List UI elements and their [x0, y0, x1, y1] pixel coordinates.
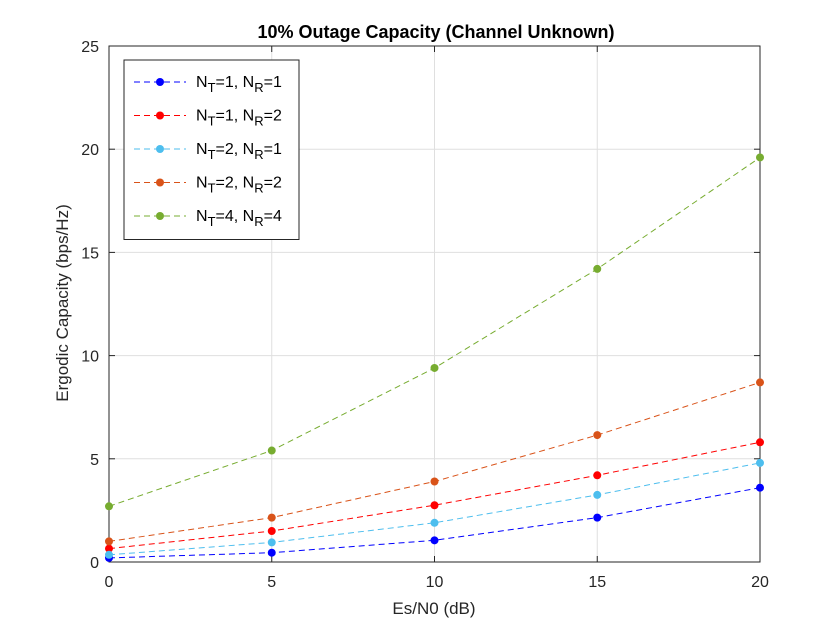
data-point [105, 502, 113, 511]
x-tick-label: 5 [267, 574, 276, 591]
legend-item: NT=4, NR=4 [134, 208, 282, 229]
legend-label-part: R [254, 114, 263, 129]
legend-marker [156, 145, 164, 153]
data-point [430, 477, 439, 486]
x-tick-label: 10 [426, 574, 444, 591]
legend-label-part: R [254, 181, 263, 196]
legend-label-part: N [196, 141, 208, 158]
legend-label-part: =1, N [216, 74, 255, 91]
legend-label-part: =2 [264, 175, 282, 192]
legend-item: NT=1, NR=2 [134, 108, 282, 129]
x-tick-label: 0 [105, 574, 114, 591]
legend-label-part: =4, N [216, 208, 255, 225]
data-point [593, 490, 602, 499]
legend-label-part: =2, N [216, 141, 255, 158]
x-tick-label: 15 [588, 574, 606, 591]
y-tick-label: 10 [81, 349, 99, 366]
legend-label: NT=2, NR=2 [196, 175, 282, 196]
legend-label-part: =2, N [216, 175, 255, 192]
data-point [756, 458, 764, 467]
x-axis-label: Es/N0 (dB) [392, 599, 475, 618]
legend-label-part: T [208, 214, 216, 229]
data-point [756, 483, 764, 492]
series-4 [105, 378, 764, 546]
legend-label-part: N [196, 74, 208, 91]
legend-label-part: R [254, 147, 263, 162]
data-point [105, 544, 113, 553]
legend-label: NT=1, NR=2 [196, 108, 282, 129]
legend-marker [156, 78, 164, 86]
data-point [267, 538, 276, 547]
legend-label-part: R [254, 80, 263, 95]
legend-marker [156, 111, 164, 120]
y-tick-label: 0 [90, 555, 99, 572]
legend-label: NT=1, NR=1 [196, 74, 282, 95]
legend-label: NT=2, NR=1 [196, 141, 282, 162]
legend-marker [156, 178, 164, 187]
series-layer [105, 153, 764, 562]
legend-label: NT=4, NR=4 [196, 208, 282, 229]
legend-label-part: N [196, 208, 208, 225]
legend-label-part: =1 [264, 141, 282, 158]
legend-label-part: T [208, 181, 216, 196]
legend-label-part: =4 [264, 208, 282, 225]
data-point [267, 527, 276, 536]
y-tick-label: 5 [90, 452, 99, 469]
chart-title: 10% Outage Capacity (Channel Unknown) [257, 22, 614, 42]
data-point [105, 537, 113, 546]
data-point [756, 378, 764, 387]
series-2 [105, 438, 764, 553]
data-point [593, 264, 602, 273]
data-point [105, 550, 113, 559]
data-point [593, 431, 602, 440]
legend-label-part: N [196, 175, 208, 192]
data-point [430, 518, 439, 527]
legend: NT=1, NR=1NT=1, NR=2NT=2, NR=1NT=2, NR=2… [123, 59, 300, 240]
legend-item: NT=1, NR=1 [134, 74, 282, 95]
legend-label-part: =1 [264, 74, 282, 91]
data-point [267, 513, 276, 522]
legend-label-part: T [208, 114, 216, 129]
series-5 [105, 153, 764, 511]
data-point [267, 548, 276, 557]
y-tick-label: 25 [81, 39, 99, 56]
legend-label-part: N [196, 108, 208, 125]
data-point [430, 363, 439, 372]
series-line [108, 487, 761, 559]
data-point [267, 446, 276, 455]
legend-marker [156, 212, 164, 220]
data-point [593, 513, 602, 522]
y-tick-label: 15 [81, 245, 99, 262]
legend-label-part: R [254, 214, 263, 229]
legend-box [123, 59, 300, 240]
x-tick-label: 20 [751, 574, 769, 591]
legend-label-part: T [208, 80, 216, 95]
data-point [756, 438, 764, 447]
legend-label-part: =2 [264, 108, 282, 125]
legend-label-part: T [208, 147, 216, 162]
legend-label-part: =1, N [216, 108, 255, 125]
series-3 [105, 458, 764, 559]
legend-item: NT=2, NR=2 [134, 175, 282, 196]
data-point [593, 471, 602, 480]
legend-item: NT=2, NR=1 [134, 141, 282, 162]
series-1 [105, 483, 764, 562]
data-point [430, 536, 439, 545]
axis-ticks: 0 5 10 15 20 0 5 10 15 20 25 [81, 39, 769, 591]
data-point [756, 153, 764, 162]
data-point [430, 501, 439, 510]
y-tick-label: 20 [81, 142, 99, 159]
y-axis-label: Ergodic Capacity (bps/Hz) [53, 204, 72, 401]
